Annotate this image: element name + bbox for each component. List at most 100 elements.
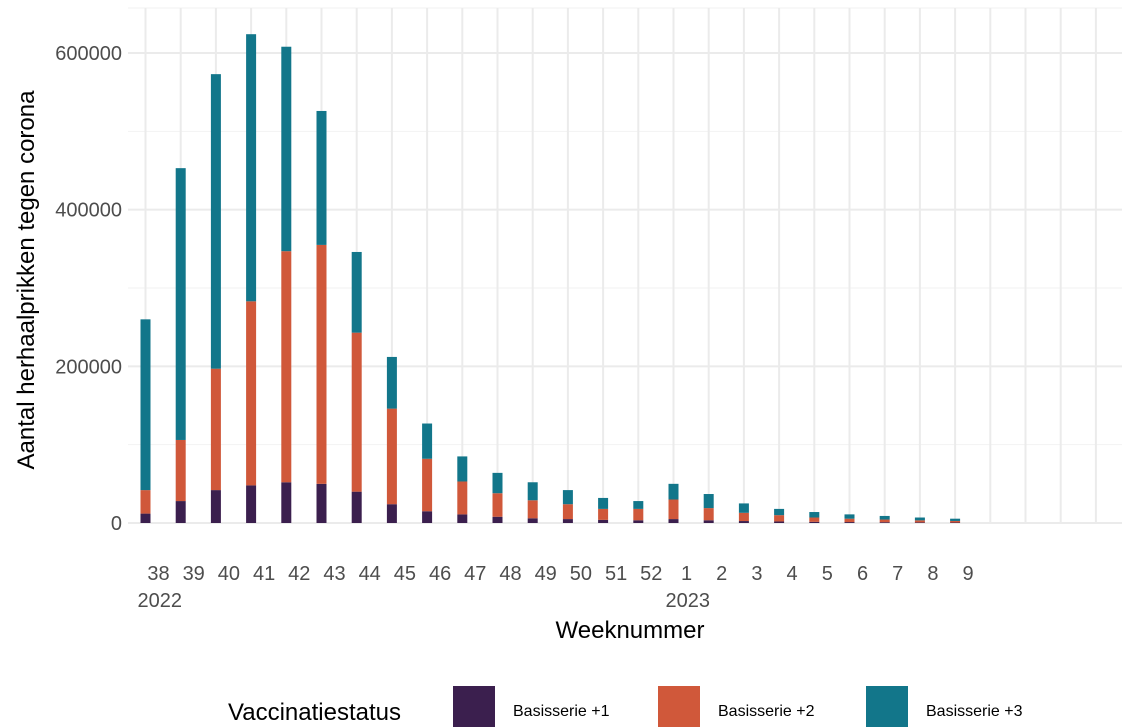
x-tick-label: 47 (464, 563, 486, 585)
bar-segment (492, 493, 503, 517)
bar-segment (879, 515, 890, 520)
x-axis-title: Weeknummer (556, 617, 705, 644)
bar-segment (492, 472, 503, 494)
bar-segment (457, 514, 468, 523)
bar-segment (774, 515, 785, 522)
legend-title: Vaccinatiestatus (228, 699, 401, 726)
bar-segment (175, 439, 186, 502)
bar-segment (950, 518, 961, 521)
y-tick-label: 600000 (55, 43, 122, 65)
legend-label: Basisserie +3 (926, 703, 1023, 720)
bar-segment (774, 521, 785, 523)
x-year-label: 2022 (138, 590, 183, 612)
bar-segment (140, 513, 151, 523)
x-tick-label: 46 (429, 563, 451, 585)
bar-segment (633, 501, 644, 509)
bar-segment (210, 490, 221, 523)
x-tick-label: 48 (499, 563, 521, 585)
y-axis-title: Aantal herhaalprikken tegen corona (13, 90, 40, 470)
x-tick-label: 9 (963, 563, 974, 585)
bar-segment (844, 514, 855, 519)
bar-segment (844, 522, 855, 523)
x-tick-label: 51 (605, 563, 627, 585)
bar-segment (281, 251, 292, 483)
bar-segment (598, 508, 609, 520)
bar-segment (668, 499, 679, 520)
bar-segment (316, 244, 327, 484)
bar-segment (246, 301, 257, 486)
bar-segment (422, 511, 433, 523)
bar-segment (175, 501, 186, 523)
legend-label: Basisserie +1 (513, 703, 610, 720)
x-year-label: 2023 (666, 590, 711, 612)
bar-segment (703, 508, 714, 521)
bar-segment (774, 508, 785, 516)
bar-segment (527, 518, 538, 523)
bar-segment (879, 519, 890, 523)
bar-segment (422, 423, 433, 459)
bar-segment (281, 482, 292, 523)
bar-segment (351, 251, 362, 333)
bar-segment (668, 519, 679, 523)
bar-segment (668, 483, 679, 500)
bar-segment (210, 368, 221, 491)
bar-segment (422, 458, 433, 512)
x-tick-label: 3 (751, 563, 762, 585)
bar-segment (738, 503, 749, 513)
bar-segment (351, 491, 362, 523)
x-tick-label: 42 (288, 563, 310, 585)
x-tick-label: 8 (927, 563, 938, 585)
x-tick-label: 1 (681, 563, 692, 585)
bar-segment (457, 481, 468, 515)
bar-segment (950, 520, 961, 523)
bar-segment (914, 517, 925, 521)
legend-key (658, 686, 700, 727)
y-tick-label: 400000 (55, 200, 122, 222)
bar-segment (140, 490, 151, 514)
bar-segment (386, 504, 397, 523)
bar-segment (703, 520, 714, 523)
bar-segment (175, 168, 186, 440)
bar-segment (738, 521, 749, 523)
legend-key (453, 686, 495, 727)
bar-segment (386, 356, 397, 409)
bar-segment (844, 518, 855, 523)
bar-segment (210, 74, 221, 369)
bar-segment (633, 520, 644, 523)
bar-segment (914, 522, 925, 523)
x-tick-label: 44 (359, 563, 381, 585)
legend-label: Basisserie +2 (718, 703, 815, 720)
bar-segment (351, 332, 362, 492)
x-tick-label: 40 (218, 563, 240, 585)
x-tick-label: 4 (787, 563, 798, 585)
bar-segment (809, 521, 820, 523)
bar-segment (562, 504, 573, 520)
bar-segment (562, 490, 573, 505)
bar-segment (809, 512, 820, 518)
y-tick-label: 0 (111, 513, 122, 535)
bar-segment (527, 500, 538, 519)
y-axis-ticks: 0 200000 400000 600000 (55, 43, 122, 535)
bar-segment (386, 408, 397, 505)
legend-key (866, 686, 908, 727)
x-tick-label: 6 (857, 563, 868, 585)
grid-layer (128, 7, 1122, 524)
bar-segment (457, 456, 468, 482)
x-tick-label: 5 (822, 563, 833, 585)
bar-segment (316, 110, 327, 245)
x-tick-label: 2 (716, 563, 727, 585)
x-tick-label: 52 (640, 563, 662, 585)
bar-segment (140, 319, 151, 491)
bar-segment (738, 512, 749, 522)
bar-segment (879, 522, 890, 523)
legend: Vaccinatiestatus Basisserie +1 Basisserie… (228, 686, 1023, 727)
bar-segment (598, 497, 609, 509)
bar-segment (809, 517, 820, 522)
bar-segment (281, 46, 292, 252)
x-axis-ticks: 38 39 40 41 42 43 44 45 46 47 48 49 50 51 52 1 2 3 4 5 6 7 8 92… (138, 563, 974, 612)
x-tick-label: 39 (183, 563, 205, 585)
bar-segment (703, 494, 714, 509)
bar-segment (633, 508, 644, 521)
x-tick-label: 49 (535, 563, 557, 585)
